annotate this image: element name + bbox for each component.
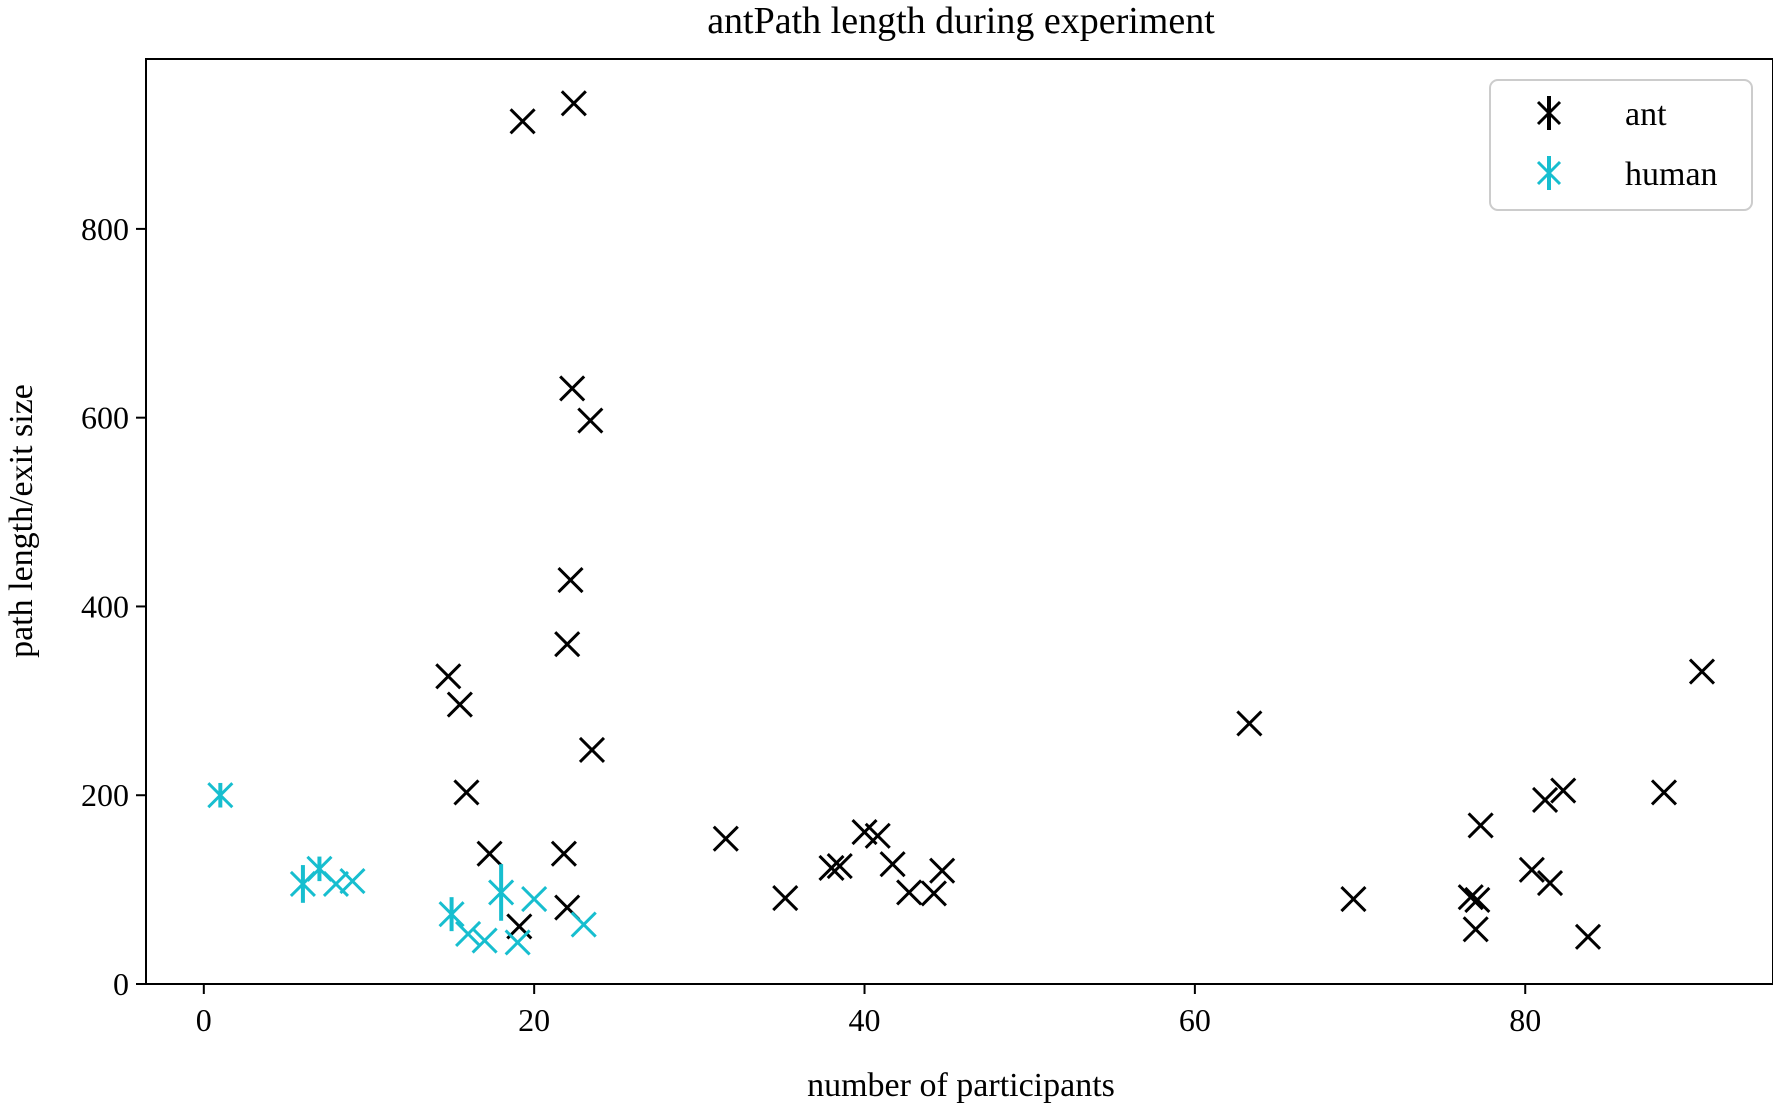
y-tick-label: 200 bbox=[81, 777, 129, 813]
ant-point bbox=[772, 885, 799, 912]
x-tick-label: 80 bbox=[1509, 1002, 1541, 1038]
ant-point bbox=[1464, 886, 1491, 914]
x-tick-label: 20 bbox=[518, 1002, 550, 1038]
legend-item-human: human bbox=[1536, 156, 1718, 193]
x-tick-label: 0 bbox=[196, 1002, 212, 1038]
ant-point bbox=[1574, 923, 1602, 950]
x-axis-label: number of participants bbox=[807, 1067, 1115, 1104]
ant-point bbox=[864, 822, 891, 849]
y-tick-label: 400 bbox=[81, 588, 129, 624]
ant-point bbox=[818, 854, 845, 881]
ant-point bbox=[1550, 777, 1577, 804]
ant-point bbox=[879, 851, 906, 878]
ant-point bbox=[577, 407, 604, 434]
ant-point bbox=[557, 566, 584, 594]
ant-point bbox=[1536, 869, 1564, 897]
ant-point bbox=[560, 90, 587, 117]
ant-point bbox=[1457, 884, 1484, 911]
ant-point bbox=[1688, 658, 1716, 685]
ant-point bbox=[554, 631, 581, 658]
plot-area-frame bbox=[145, 58, 1773, 985]
human-point bbox=[438, 897, 465, 932]
x-tick-label: 60 bbox=[1179, 1002, 1211, 1038]
legend-label-human: human bbox=[1625, 156, 1718, 193]
ant-point bbox=[1518, 856, 1545, 883]
series-ant bbox=[435, 90, 1716, 950]
legend: ant human bbox=[1489, 79, 1753, 211]
ant-point bbox=[509, 108, 536, 135]
ant-point bbox=[435, 663, 462, 690]
y-tick-label: 0 bbox=[113, 966, 129, 1002]
ant-point bbox=[446, 691, 473, 718]
chart-title: antPath length during experiment bbox=[707, 0, 1215, 42]
ant-point bbox=[476, 840, 503, 867]
legend-marker-human bbox=[1536, 156, 1562, 190]
human-point bbox=[504, 929, 531, 956]
ant-point bbox=[896, 879, 923, 906]
y-axis-label: path length/exit size bbox=[3, 384, 40, 658]
human-point bbox=[455, 920, 482, 948]
ant-point bbox=[1340, 885, 1367, 913]
human-point bbox=[488, 864, 515, 921]
ant-point bbox=[1462, 916, 1489, 943]
human-point bbox=[289, 865, 316, 903]
legend-marker-ant bbox=[1536, 96, 1562, 130]
human-point bbox=[207, 782, 234, 809]
ant-point bbox=[559, 375, 586, 402]
ant-point bbox=[1650, 779, 1678, 806]
ant-point bbox=[1236, 710, 1263, 737]
legend-label-ant: ant bbox=[1625, 96, 1667, 133]
ant-point bbox=[712, 825, 739, 852]
ant-point bbox=[453, 779, 480, 806]
y-tick-label: 800 bbox=[81, 211, 129, 247]
ant-point bbox=[826, 852, 853, 880]
ant-point bbox=[550, 840, 577, 867]
ant-point bbox=[920, 880, 947, 907]
plot-marks bbox=[207, 90, 1716, 956]
y-tick-label: 600 bbox=[81, 400, 129, 436]
human-point bbox=[471, 927, 498, 954]
human-point bbox=[570, 911, 597, 938]
series-human bbox=[207, 782, 597, 956]
legend-item-ant: ant bbox=[1536, 96, 1667, 133]
ant-point bbox=[1531, 786, 1559, 814]
ant-point bbox=[578, 736, 606, 763]
human-point bbox=[521, 885, 548, 913]
ant-point bbox=[929, 857, 956, 884]
ant-point bbox=[1467, 812, 1494, 839]
human-point bbox=[322, 870, 350, 898]
x-tick-label: 40 bbox=[849, 1002, 881, 1038]
human-point bbox=[339, 868, 366, 895]
